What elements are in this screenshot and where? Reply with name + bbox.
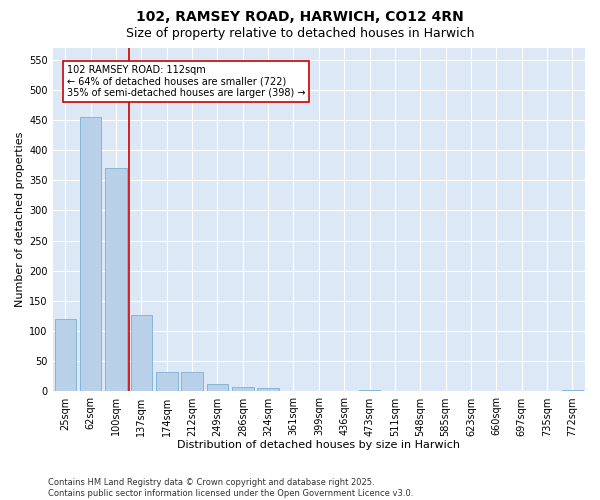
Text: 102, RAMSEY ROAD, HARWICH, CO12 4RN: 102, RAMSEY ROAD, HARWICH, CO12 4RN <box>136 10 464 24</box>
X-axis label: Distribution of detached houses by size in Harwich: Distribution of detached houses by size … <box>178 440 460 450</box>
Bar <box>232 386 254 392</box>
Bar <box>409 391 431 392</box>
Bar <box>55 319 76 392</box>
Y-axis label: Number of detached properties: Number of detached properties <box>15 132 25 307</box>
Text: Contains HM Land Registry data © Crown copyright and database right 2025.
Contai: Contains HM Land Registry data © Crown c… <box>48 478 413 498</box>
Bar <box>206 384 228 392</box>
Bar <box>181 372 203 392</box>
Bar <box>283 391 304 392</box>
Text: Size of property relative to detached houses in Harwich: Size of property relative to detached ho… <box>126 28 474 40</box>
Bar <box>156 372 178 392</box>
Bar <box>131 315 152 392</box>
Bar <box>80 117 101 392</box>
Text: 102 RAMSEY ROAD: 112sqm
← 64% of detached houses are smaller (722)
35% of semi-d: 102 RAMSEY ROAD: 112sqm ← 64% of detache… <box>67 65 305 98</box>
Bar <box>359 390 380 392</box>
Bar <box>562 390 583 392</box>
Bar <box>257 388 279 392</box>
Bar <box>105 168 127 392</box>
